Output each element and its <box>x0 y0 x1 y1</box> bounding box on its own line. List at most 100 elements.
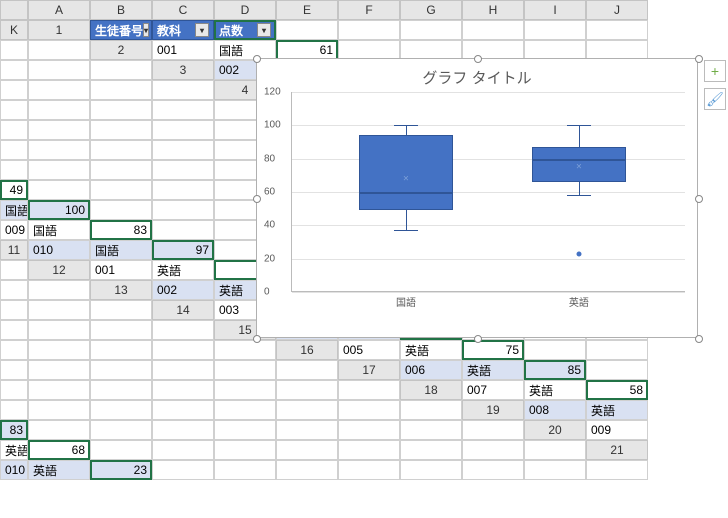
cell-score[interactable]: 83 <box>90 220 152 240</box>
cell-id[interactable]: 010 <box>0 460 28 480</box>
empty-cell[interactable] <box>0 80 28 100</box>
empty-cell[interactable] <box>90 80 152 100</box>
empty-cell[interactable] <box>338 460 400 480</box>
column-header-I[interactable]: I <box>524 0 586 20</box>
empty-cell[interactable] <box>400 400 462 420</box>
column-header-D[interactable]: D <box>214 0 276 20</box>
empty-cell[interactable] <box>28 400 90 420</box>
cell-id[interactable]: 010 <box>28 240 90 260</box>
cell-subject[interactable]: 英語 <box>0 440 28 460</box>
empty-cell[interactable] <box>276 420 338 440</box>
filter-icon[interactable]: ▾ <box>195 23 209 37</box>
cell-score[interactable]: 58 <box>586 380 648 400</box>
empty-cell[interactable] <box>400 460 462 480</box>
empty-cell[interactable] <box>338 400 400 420</box>
empty-cell[interactable] <box>28 420 90 440</box>
cell-score[interactable]: 61 <box>276 40 338 60</box>
empty-cell[interactable] <box>524 20 586 40</box>
select-all-corner[interactable] <box>0 0 28 20</box>
empty-cell[interactable] <box>90 440 152 460</box>
empty-cell[interactable] <box>338 420 400 440</box>
empty-cell[interactable] <box>276 440 338 460</box>
cell-score[interactable]: 23 <box>90 460 152 480</box>
row-header-19[interactable]: 19 <box>462 400 524 420</box>
empty-cell[interactable] <box>28 180 90 200</box>
empty-cell[interactable] <box>28 360 90 380</box>
empty-cell[interactable] <box>90 400 152 420</box>
empty-cell[interactable] <box>90 60 152 80</box>
empty-cell[interactable] <box>0 140 28 160</box>
empty-cell[interactable] <box>586 20 648 40</box>
cell-score[interactable]: 75 <box>462 340 524 360</box>
empty-cell[interactable] <box>338 440 400 460</box>
empty-cell[interactable] <box>214 460 276 480</box>
cell-subject[interactable]: 英語 <box>462 360 524 380</box>
empty-cell[interactable] <box>214 400 276 420</box>
empty-cell[interactable] <box>462 460 524 480</box>
empty-cell[interactable] <box>152 340 214 360</box>
empty-cell[interactable] <box>152 80 214 100</box>
empty-cell[interactable] <box>28 140 90 160</box>
table-header-id[interactable]: 生徒番号▾ <box>90 20 152 40</box>
empty-cell[interactable] <box>276 400 338 420</box>
empty-cell[interactable] <box>28 40 90 60</box>
empty-cell[interactable] <box>524 440 586 460</box>
row-header-12[interactable]: 12 <box>28 260 90 280</box>
column-header-E[interactable]: E <box>276 0 338 20</box>
cell-subject[interactable]: 英語 <box>152 260 214 280</box>
cell-id[interactable]: 008 <box>524 400 586 420</box>
empty-cell[interactable] <box>152 440 214 460</box>
empty-cell[interactable] <box>0 260 28 280</box>
empty-cell[interactable] <box>152 400 214 420</box>
row-header-17[interactable]: 17 <box>338 360 400 380</box>
cell-id[interactable]: 005 <box>338 340 400 360</box>
column-header-K[interactable]: K <box>0 20 28 40</box>
cell-id[interactable]: 001 <box>90 260 152 280</box>
empty-cell[interactable] <box>90 420 152 440</box>
empty-cell[interactable] <box>214 440 276 460</box>
cell-score[interactable]: 68 <box>28 440 90 460</box>
empty-cell[interactable] <box>0 320 28 340</box>
empty-cell[interactable] <box>276 460 338 480</box>
cell-subject[interactable]: 英語 <box>586 400 648 420</box>
empty-cell[interactable] <box>152 140 214 160</box>
empty-cell[interactable] <box>0 400 28 420</box>
empty-cell[interactable] <box>90 380 152 400</box>
resize-handle[interactable] <box>474 55 482 63</box>
row-header-18[interactable]: 18 <box>400 380 462 400</box>
empty-cell[interactable] <box>28 320 90 340</box>
empty-cell[interactable] <box>152 100 214 120</box>
empty-cell[interactable] <box>0 380 28 400</box>
empty-cell[interactable] <box>90 180 152 200</box>
empty-cell[interactable] <box>90 100 152 120</box>
resize-handle[interactable] <box>695 195 703 203</box>
filter-icon[interactable]: ▾ <box>257 23 271 37</box>
column-header-J[interactable]: J <box>586 0 648 20</box>
column-header-C[interactable]: C <box>152 0 214 20</box>
empty-cell[interactable] <box>28 300 90 320</box>
row-header-16[interactable]: 16 <box>276 340 338 360</box>
column-header-F[interactable]: F <box>338 0 400 20</box>
empty-cell[interactable] <box>400 420 462 440</box>
cell-subject[interactable]: 国語 <box>214 40 276 60</box>
empty-cell[interactable] <box>90 340 152 360</box>
empty-cell[interactable] <box>586 360 648 380</box>
row-header-11[interactable]: 11 <box>0 240 28 260</box>
empty-cell[interactable] <box>0 120 28 140</box>
empty-cell[interactable] <box>338 40 400 60</box>
empty-cell[interactable] <box>28 160 90 180</box>
resize-handle[interactable] <box>695 55 703 63</box>
empty-cell[interactable] <box>214 420 276 440</box>
empty-cell[interactable] <box>90 120 152 140</box>
resize-handle[interactable] <box>253 55 261 63</box>
table-header-score[interactable]: 点数▾ <box>214 20 276 40</box>
cell-subject[interactable]: 国語 <box>90 240 152 260</box>
empty-cell[interactable] <box>524 460 586 480</box>
empty-cell[interactable] <box>462 440 524 460</box>
empty-cell[interactable] <box>0 60 28 80</box>
row-header-21[interactable]: 21 <box>586 440 648 460</box>
cell-id[interactable]: 002 <box>152 280 214 300</box>
empty-cell[interactable] <box>0 340 28 360</box>
empty-cell[interactable] <box>0 40 28 60</box>
cell-subject[interactable]: 英語 <box>28 460 90 480</box>
